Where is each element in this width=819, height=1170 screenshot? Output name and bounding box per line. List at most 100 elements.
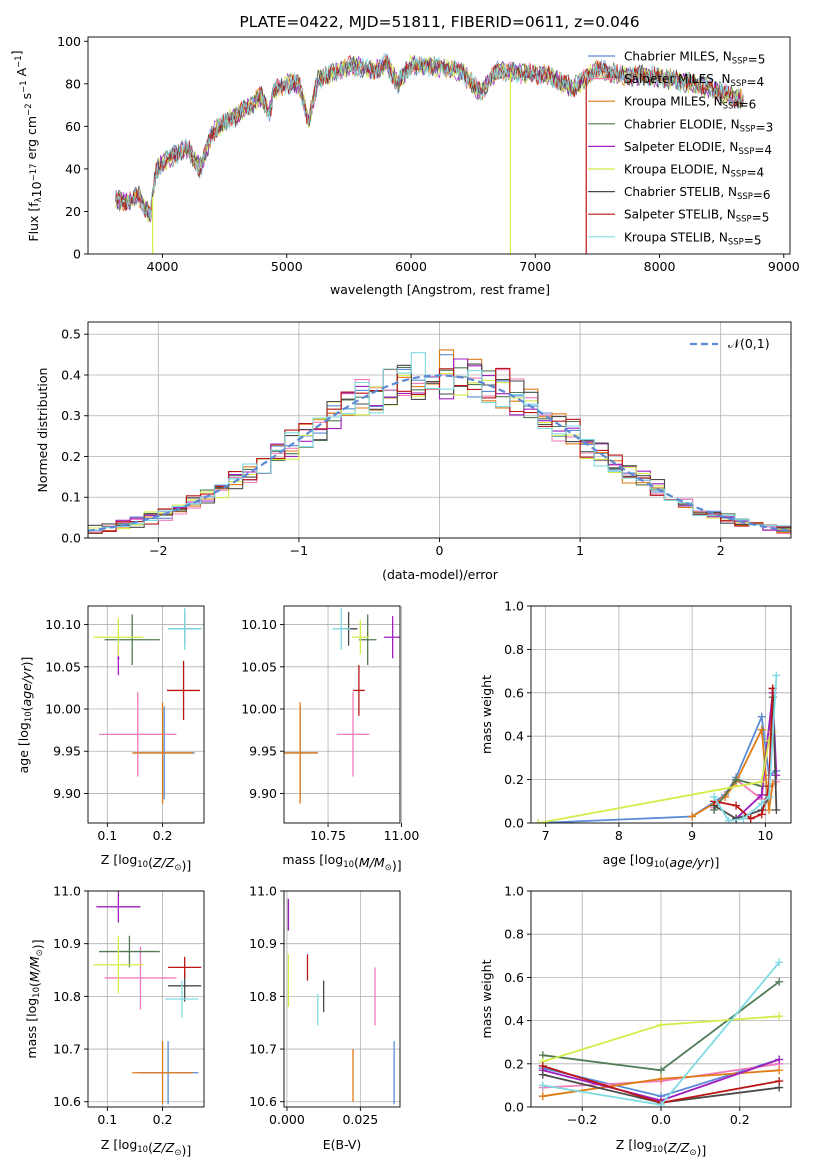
y-tick-label: 10.05 — [45, 659, 81, 674]
weight-marker — [538, 1092, 547, 1101]
y-tick-label: 11.0 — [249, 884, 277, 899]
weight-marker — [775, 1066, 784, 1075]
legend-entry: Kroupa STELIB, NSSP=5 — [624, 230, 762, 247]
error-cross — [165, 980, 199, 1018]
error-cross — [351, 620, 370, 655]
axes-frame — [283, 890, 401, 1108]
y-tick-label: 10.10 — [45, 617, 81, 632]
weight-marker — [724, 816, 733, 823]
weight-marker — [757, 712, 766, 721]
weight-marker — [757, 777, 766, 786]
x-tick-label: 0.1 — [97, 1112, 117, 1127]
weight_vs_age-plot — [531, 605, 791, 824]
axes-frame — [87, 605, 205, 824]
age_vs_Z-marks — [93, 607, 202, 804]
error-cross — [336, 692, 370, 777]
x-tick-label: 2 — [717, 543, 725, 558]
y-tick-label: 0.5 — [61, 327, 81, 342]
weight-marker — [765, 792, 774, 801]
normal-curve — [88, 374, 791, 532]
y-tick-label: 9.95 — [249, 744, 277, 759]
x-tick-label: 8000 — [644, 259, 676, 274]
y-tick-label: 0.4 — [504, 729, 524, 744]
x-tick-label: −0.2 — [567, 1112, 597, 1127]
y-tick-label: 0.4 — [61, 367, 81, 382]
weight-line — [713, 688, 774, 820]
y-tick-label: 0.0 — [504, 1100, 524, 1115]
weight-marker — [688, 812, 697, 821]
y-axis-label: Normed distribution — [35, 368, 50, 493]
mass_vs_ebv-marks — [287, 898, 395, 1105]
spectrum-marks — [114, 52, 744, 254]
y-tick-label: 0.4 — [504, 1013, 524, 1028]
x-tick-label: 0.2 — [153, 1112, 173, 1127]
x-tick-label: 8 — [615, 828, 623, 843]
x-axis-label: wavelength [Angstrom, rest frame] — [330, 282, 550, 297]
weight-marker — [775, 1012, 784, 1021]
legend-entry: Chabrier ELODIE, NSSP=3 — [624, 117, 773, 134]
y-tick-label: 0.8 — [504, 927, 524, 942]
legend-entry: Kroupa MILES, NSSP=6 — [624, 95, 756, 112]
y-tick-label: 0.0 — [504, 816, 524, 831]
weight-marker — [657, 1074, 665, 1083]
y-tick-label: 10.7 — [249, 1042, 277, 1057]
weight-marker — [534, 819, 543, 823]
error-cross — [96, 891, 141, 923]
error-cross — [132, 1041, 193, 1105]
y-tick-label: 11.0 — [53, 884, 81, 899]
y-tick-label: 0.6 — [504, 685, 524, 700]
weight-line — [538, 713, 777, 823]
x-tick-label: 10 — [757, 828, 773, 843]
figure-title: PLATE=0422, MJD=51811, FIBERID=0611, z=0… — [239, 13, 640, 31]
legend-entry: Kroupa ELODIE, NSSP=4 — [624, 163, 764, 180]
x-tick-label: 0.0 — [651, 1112, 671, 1127]
weight-marker — [772, 805, 781, 814]
y-tick-label: 10.8 — [53, 989, 81, 1004]
x-axis-label: E(B-V) — [323, 1137, 362, 1152]
x-axis-label: Z [log10(Z/Z⊙)] — [101, 852, 191, 873]
weight-marker — [775, 958, 784, 967]
error-cross — [99, 935, 160, 968]
x-tick-label: 5000 — [271, 259, 303, 274]
error-cross — [353, 665, 365, 716]
error-cross — [104, 614, 160, 666]
y-axis-label: mass weight — [479, 959, 494, 1038]
y-tick-label: 0.2 — [61, 449, 81, 464]
error-cross — [104, 946, 177, 1010]
x-tick-label: 6000 — [395, 259, 427, 274]
y-tick-label: 0.0 — [61, 531, 81, 546]
error-cross — [132, 702, 193, 804]
legend-entry: 𝒩(0,1) — [728, 336, 770, 351]
x-tick-label: 9000 — [768, 259, 800, 274]
y-tick-label: 0.2 — [504, 1056, 524, 1071]
y-tick-label: 0.2 — [504, 772, 524, 787]
axes-frame — [530, 605, 792, 824]
x-tick-label: 0.2 — [730, 1112, 750, 1127]
y-tick-label: 0.6 — [504, 970, 524, 985]
weight-marker — [538, 1061, 547, 1070]
axes-frame — [283, 605, 401, 824]
y-tick-label: 40 — [65, 161, 81, 176]
x-tick-label: 0 — [436, 543, 444, 558]
x-tick-label: 7 — [542, 828, 550, 843]
y-tick-label: 9.90 — [249, 786, 277, 801]
error-cross — [166, 660, 201, 720]
weight-marker — [775, 977, 784, 986]
weight-marker — [538, 1070, 547, 1079]
spectrum-line — [114, 54, 744, 223]
x-tick-label: 7000 — [519, 259, 551, 274]
x-axis-label: Z [log10(Z/Z⊙)] — [101, 1137, 191, 1158]
x-tick-label: 0.000 — [269, 1112, 305, 1127]
x-tick-label: 11.00 — [384, 828, 420, 843]
weight-marker — [775, 1077, 784, 1086]
y-tick-label: 10.6 — [53, 1094, 81, 1109]
error-cross — [168, 956, 202, 978]
weight-marker — [757, 725, 766, 734]
mass_vs_ebv-plot — [284, 890, 400, 1107]
y-tick-label: 100 — [57, 34, 81, 49]
error-cross — [99, 692, 177, 777]
y-tick-label: 0.3 — [61, 408, 81, 423]
y-tick-label: 80 — [65, 76, 81, 91]
legend-entry: Salpeter MILES, NSSP=4 — [624, 72, 764, 89]
x-axis-label: mass [log10(M/M⊙)] — [282, 852, 401, 873]
